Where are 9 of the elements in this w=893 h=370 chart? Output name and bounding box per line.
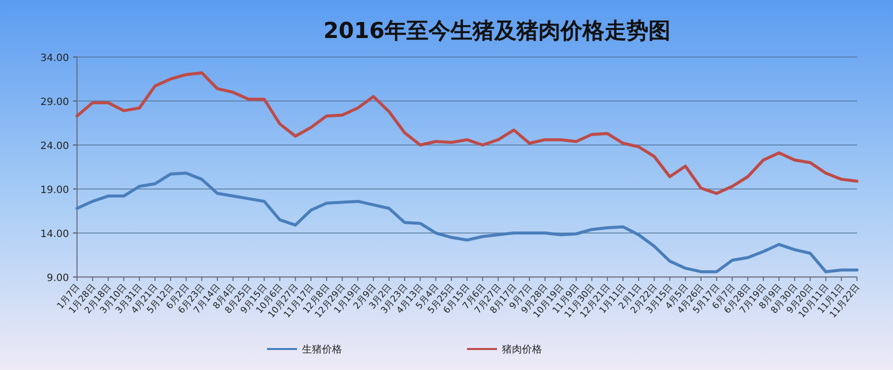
y-tick-label: 24.00: [40, 141, 69, 152]
y-tick-label: 34.00: [40, 53, 69, 64]
y-tick-label: 9.00: [46, 273, 69, 284]
y-tick-label: 14.00: [40, 229, 69, 240]
y-tick-label: 19.00: [40, 185, 69, 196]
y-tick-label: 29.00: [40, 97, 69, 108]
legend-label: 猪肉价格: [502, 344, 542, 356]
legend-label: 生猪价格: [302, 344, 342, 356]
chart-title: 2016年至今生猪及猪肉价格走势图: [323, 19, 671, 44]
